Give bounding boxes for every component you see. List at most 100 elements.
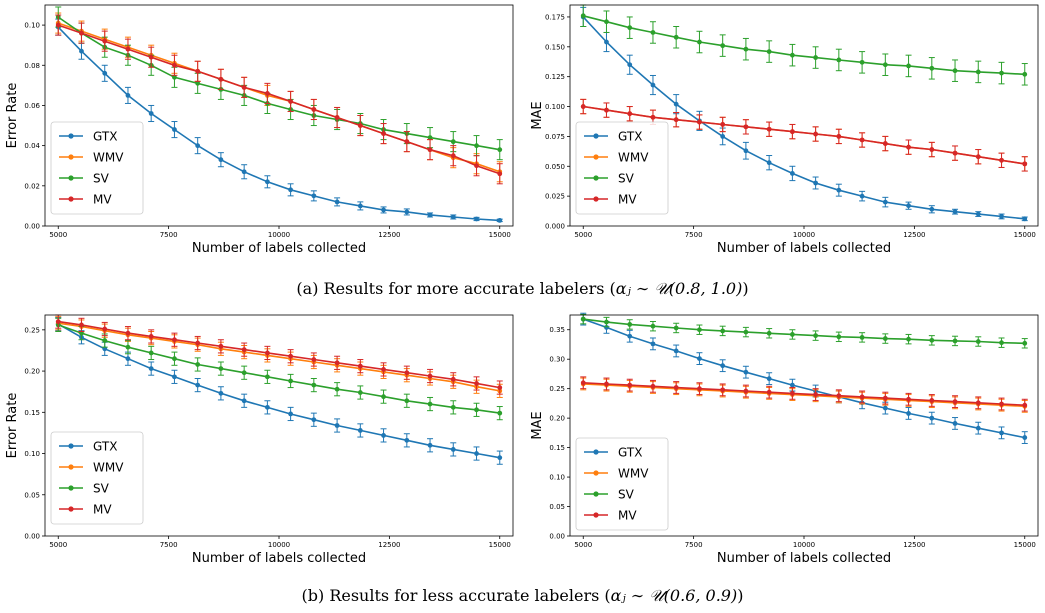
data-point [697, 386, 702, 392]
data-point [450, 139, 456, 145]
data-point [859, 59, 865, 65]
data-point [999, 340, 1004, 346]
data-point [743, 329, 749, 335]
data-point [474, 216, 479, 222]
data-point [906, 203, 911, 209]
legend-swatch-marker [593, 449, 599, 455]
data-point [474, 381, 479, 386]
data-point [673, 385, 679, 390]
legend-swatch-marker [68, 154, 74, 160]
data-point [836, 57, 842, 63]
data-point [427, 401, 433, 407]
data-point [836, 393, 842, 399]
data-point [357, 390, 363, 395]
data-point [743, 148, 749, 154]
series-sv [580, 313, 1028, 349]
data-point [929, 337, 935, 343]
data-point [580, 104, 586, 109]
legend-swatch-marker [68, 196, 74, 202]
y-tick-label: 0.175 [545, 13, 565, 21]
data-point [241, 84, 247, 90]
data-point [766, 126, 772, 132]
data-point [789, 332, 795, 337]
legend-box [50, 121, 144, 215]
data-point [195, 340, 201, 346]
legend-label-wmv: WMV [93, 151, 124, 165]
x-tick-label: 10000 [268, 231, 290, 239]
data-point [999, 70, 1004, 76]
data-point [334, 423, 340, 428]
data-point [195, 68, 201, 74]
legend-swatch-marker [68, 506, 74, 512]
chart-a-mae: 5000 7500 10000 12500 15000 0.000 0.025 0.050 0.… [530, 4, 1039, 256]
data-point [381, 131, 386, 136]
data-point [580, 316, 586, 322]
data-point [743, 124, 749, 130]
data-point [264, 404, 270, 410]
x-tick-label: 15000 [1014, 231, 1036, 239]
series-mv [55, 314, 503, 395]
data-point [148, 334, 154, 339]
x-tick-label: 10000 [268, 541, 290, 549]
data-point [929, 415, 935, 421]
legend-swatch-marker [593, 133, 599, 139]
data-point [148, 111, 154, 116]
data-point [288, 353, 294, 359]
data-point [125, 46, 131, 52]
legend-label-wmv: WMV [618, 151, 649, 165]
data-point [975, 400, 981, 406]
caption-b-prefix: (b) Results for less accurate labelers ( [301, 586, 611, 605]
plot-frame [569, 314, 1039, 537]
legend-label-gtx: GTX [618, 130, 642, 144]
legend-label-sv: SV [93, 172, 110, 186]
data-point [720, 387, 726, 393]
data-point [404, 139, 410, 145]
data-point [859, 394, 865, 400]
data-point [906, 63, 911, 69]
data-point [999, 430, 1004, 436]
x-tick-label: 15000 [1014, 541, 1036, 549]
series-line-mv [583, 382, 1025, 406]
data-point [766, 160, 772, 166]
y-tick-label: 0.35 [549, 326, 565, 334]
x-tick-label: 10000 [793, 231, 815, 239]
y-tick-label: 0.30 [549, 356, 565, 364]
legend-swatch-marker [68, 464, 74, 470]
x-tick-label: 5000 [49, 541, 67, 549]
data-point [102, 338, 108, 343]
legend-swatch-marker [593, 470, 599, 476]
data-point [789, 390, 795, 396]
y-tick-label: 0.125 [545, 73, 565, 81]
legend-label-sv: SV [618, 172, 635, 186]
series-mv [580, 98, 1028, 172]
data-point [673, 348, 679, 354]
chart-b-error: 5000 7500 10000 12500 15000 0.00 0.05 0.10 0.15 0… [5, 314, 514, 566]
data-point [125, 93, 131, 98]
legend-swatch-marker [68, 485, 74, 491]
data-point [836, 134, 842, 139]
series-line-sv [57, 16, 500, 151]
data-point [381, 432, 386, 438]
data-point [813, 180, 819, 186]
x-tick-label: 12500 [378, 541, 400, 549]
data-point [743, 46, 749, 52]
data-point [427, 135, 433, 141]
data-point [148, 366, 154, 372]
series-line-wmv [583, 383, 1025, 408]
data-point [882, 141, 888, 146]
data-point [79, 30, 84, 36]
data-point [627, 62, 633, 68]
y-tick-label: 0.00 [24, 533, 40, 541]
data-point [311, 357, 317, 362]
x-tick-label: 12500 [903, 231, 925, 239]
y-tick-label: 0.075 [545, 133, 565, 141]
x-tick-label: 7500 [685, 541, 703, 549]
data-point [79, 322, 84, 328]
data-point [929, 206, 935, 212]
data-point [497, 410, 503, 416]
y-tick-label: 0.15 [24, 409, 40, 417]
data-point [450, 447, 456, 452]
data-point [264, 91, 270, 96]
data-point [650, 383, 656, 389]
data-point [1022, 71, 1028, 77]
